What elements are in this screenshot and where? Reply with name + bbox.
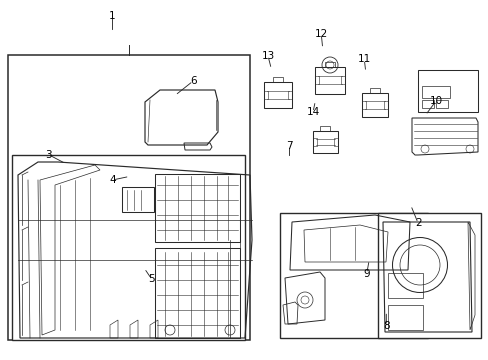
Text: 11: 11 — [357, 54, 370, 64]
Bar — [312, 138, 316, 146]
Text: 7: 7 — [285, 141, 292, 151]
Bar — [155, 174, 240, 242]
Text: 6: 6 — [189, 76, 196, 86]
Bar — [319, 126, 329, 131]
Bar — [8, 55, 249, 340]
Bar — [314, 76, 318, 84]
Text: 12: 12 — [314, 29, 327, 39]
Bar — [340, 76, 345, 84]
Bar — [387, 305, 422, 330]
Text: 4: 4 — [109, 175, 116, 185]
Bar — [377, 213, 480, 338]
Text: 3: 3 — [45, 150, 52, 160]
Bar — [417, 70, 477, 112]
Text: 2: 2 — [414, 218, 421, 228]
Bar — [421, 86, 449, 98]
Bar — [122, 187, 154, 212]
Text: 9: 9 — [363, 269, 369, 279]
Text: 14: 14 — [305, 107, 319, 117]
Bar — [435, 100, 447, 108]
Bar — [325, 62, 334, 67]
Bar — [264, 91, 267, 99]
Bar — [383, 101, 387, 109]
Text: 5: 5 — [148, 274, 155, 284]
Bar — [421, 100, 433, 108]
Bar — [361, 93, 387, 117]
Bar — [314, 67, 345, 94]
Bar — [361, 101, 365, 109]
Bar — [280, 213, 427, 338]
Bar — [387, 273, 422, 298]
Bar — [333, 138, 337, 146]
Bar — [272, 77, 283, 82]
Bar — [155, 248, 240, 338]
Text: 1: 1 — [109, 11, 116, 21]
Text: 8: 8 — [382, 321, 389, 331]
Bar — [287, 91, 291, 99]
Bar — [312, 131, 337, 153]
Bar — [264, 82, 291, 108]
Bar — [12, 155, 244, 340]
Text: 13: 13 — [261, 51, 274, 61]
Text: 10: 10 — [429, 96, 442, 106]
Bar — [369, 88, 379, 93]
